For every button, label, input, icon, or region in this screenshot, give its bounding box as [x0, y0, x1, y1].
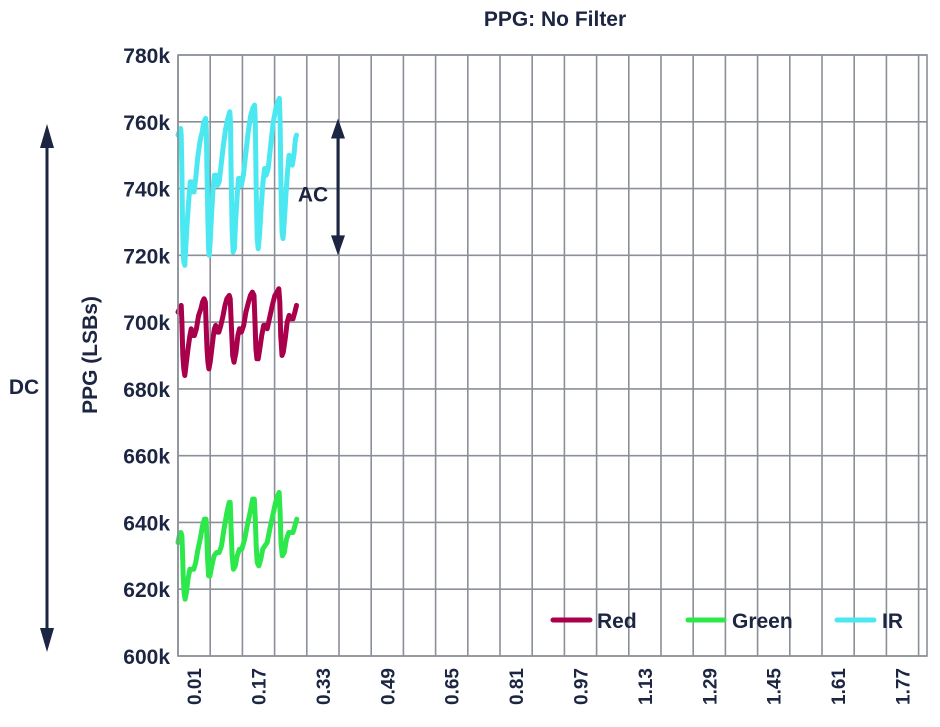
x-tick-label: 0.33 [314, 668, 335, 705]
series-line-green [175, 489, 300, 602]
plot-frame [177, 54, 928, 657]
y-tick-label: 740k [123, 179, 170, 202]
x-tick-label: 1.77 [894, 668, 915, 705]
series-line-ir [175, 95, 299, 268]
series-lines [175, 95, 300, 602]
ac-arrow-up-head [331, 118, 345, 139]
chart-title: PPG: No Filter [484, 8, 626, 31]
x-tick-label: 0.01 [185, 668, 206, 705]
y-tick-labels: 600k 620k 640k 660k 680k 700k 720k 740k 760k 780k [123, 45, 170, 669]
dc-label: DC [9, 376, 39, 399]
legend-label-green: Green [732, 610, 793, 633]
x-tick-label: 0.81 [507, 668, 528, 705]
y-tick-label: 620k [123, 579, 170, 602]
x-tick-label: 0.17 [250, 668, 271, 705]
x-tick-label: 1.61 [829, 668, 850, 705]
dc-arrow-up-head [40, 124, 54, 148]
y-tick-label: 720k [123, 245, 170, 268]
y-tick-label: 640k [123, 512, 170, 535]
x-tick-label: 1.29 [700, 668, 721, 705]
legend-label-red: Red [597, 610, 637, 633]
y-tick-label: 780k [123, 45, 170, 68]
y-tick-label: 700k [123, 312, 170, 335]
y-tick-label: 660k [123, 446, 170, 469]
y-tick-label: 760k [123, 112, 170, 135]
annotations: AC [298, 118, 345, 256]
dc-annotation: DC [9, 124, 54, 652]
y-tick-label: 680k [123, 379, 170, 402]
grid [177, 54, 927, 657]
x-tick-label: 1.13 [636, 668, 657, 705]
x-tick-labels: 0.01 0.17 0.33 0.49 0.65 0.81 0.97 1.13 1.29 1.45… [185, 668, 915, 705]
x-tick-label: 0.97 [572, 668, 593, 705]
series-line-red [175, 286, 299, 378]
x-tick-label: 1.45 [765, 668, 786, 705]
legend: Red Green IR [550, 610, 903, 633]
x-tick-label: 0.49 [378, 668, 399, 705]
y-axis-label: PPG (LSBs) [79, 296, 102, 414]
dc-arrow-down-head [40, 628, 54, 652]
legend-label-ir: IR [882, 610, 903, 633]
ac-arrow-down-head [331, 235, 345, 256]
x-tick-label: 0.65 [443, 668, 464, 705]
ac-label: AC [298, 184, 328, 207]
y-tick-label: 600k [123, 646, 170, 669]
